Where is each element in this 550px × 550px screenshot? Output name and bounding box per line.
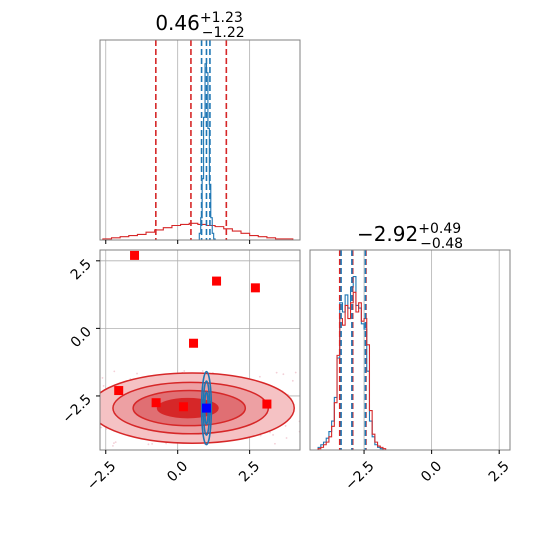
- red-marker: [250, 283, 260, 293]
- param2-title: −2.92+0.49 −0.48: [357, 221, 463, 252]
- sample-point: [100, 426, 103, 429]
- param2-title-sub: −0.48: [420, 236, 463, 252]
- sample-point: [92, 379, 94, 381]
- sample-point: [93, 433, 95, 435]
- axes-frame: [99, 39, 301, 241]
- sample-point: [183, 370, 186, 372]
- sample-point: [113, 442, 115, 445]
- sample-point: [274, 442, 276, 445]
- blue-marker: [201, 403, 211, 413]
- sample-point: [275, 371, 278, 374]
- param1-title: 0.46+1.23 −1.22: [155, 10, 244, 41]
- sample-point: [91, 378, 93, 380]
- sample-point: [82, 416, 84, 418]
- red-marker: [151, 398, 161, 408]
- red-marker: [212, 276, 222, 286]
- x-tick-label: −2.5: [342, 458, 377, 493]
- sample-point: [291, 379, 294, 382]
- blue-contour-level: [200, 370, 213, 446]
- red-marker: [262, 399, 272, 409]
- sample-point: [285, 437, 288, 439]
- param2-hist-blue: [315, 275, 386, 450]
- x-tick-label: 2.5: [236, 458, 263, 485]
- sample-point: [101, 377, 104, 379]
- sample-point: [151, 442, 154, 445]
- sample-point: [94, 429, 96, 431]
- sample-point: [113, 370, 116, 373]
- axes-frame: [309, 249, 511, 451]
- param2-hist-red: [315, 291, 387, 450]
- sample-point: [201, 370, 204, 372]
- sample-point: [303, 403, 305, 405]
- sample-point: [282, 373, 285, 376]
- param1-title-sub: −1.22: [202, 25, 245, 41]
- param1-hist-red: [102, 222, 294, 240]
- x-tick-label: 0.0: [164, 458, 191, 485]
- panel-joint-contour: −2.5 0.0 2.5 −2.5 0.0 2.5: [59, 249, 305, 494]
- param2-title-value: −2.92: [357, 222, 418, 246]
- param1-title-sup: +1.23: [200, 10, 243, 26]
- sample-point: [88, 418, 90, 420]
- sample-point: [105, 428, 108, 430]
- sample-point: [259, 434, 262, 437]
- red-marker: [178, 402, 188, 412]
- sample-point: [92, 375, 94, 377]
- sample-point: [269, 431, 271, 434]
- sample-point: [93, 440, 95, 442]
- sample-point: [79, 433, 81, 435]
- sample-point: [93, 443, 95, 445]
- sample-point: [114, 441, 117, 444]
- sample-point: [87, 389, 89, 391]
- sample-point: [85, 417, 87, 419]
- panel-param1-histogram: [99, 39, 301, 244]
- sample-point: [294, 371, 297, 374]
- param1-title-value: 0.46: [155, 11, 200, 35]
- param2-title-sup: +0.49: [418, 221, 461, 237]
- panel-param2-histogram: −2.5 0.0 2.5: [309, 249, 513, 494]
- red-marker: [114, 386, 124, 396]
- x-tick-label: 2.5: [486, 458, 513, 485]
- x-tick-label: −2.5: [84, 458, 119, 493]
- sample-point: [84, 414, 86, 416]
- sample-point: [112, 444, 114, 447]
- sample-point: [136, 372, 138, 375]
- x-tick-label: 0.0: [418, 458, 445, 485]
- axes-frame: [99, 249, 301, 451]
- sample-point: [284, 425, 287, 427]
- red-marker: [189, 338, 199, 348]
- sample-point: [94, 370, 96, 372]
- red-marker: [130, 250, 140, 260]
- y-tick-label: −2.5: [59, 391, 94, 426]
- sample-point: [147, 443, 150, 446]
- y-tick-label: 2.5: [68, 256, 95, 283]
- sample-point: [258, 375, 261, 378]
- sample-point: [272, 434, 274, 436]
- sample-point: [75, 388, 77, 390]
- sample-point: [165, 442, 168, 445]
- y-tick-label: 0.0: [68, 324, 95, 351]
- sample-point: [102, 385, 105, 387]
